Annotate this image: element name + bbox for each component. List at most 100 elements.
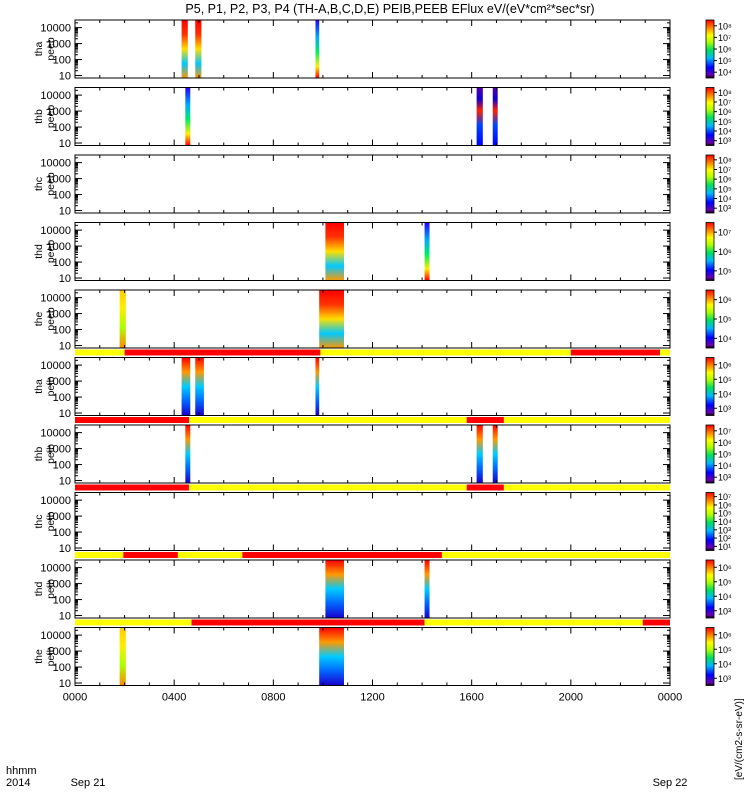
panel-frame bbox=[74, 19, 671, 79]
panel-the-peeb: 10 100 1000 10000 thepeeb 10⁴ 10⁵ 10⁶ bbox=[33, 289, 732, 353]
spectrogram-block bbox=[476, 425, 483, 483]
mode-bar-segment bbox=[191, 619, 425, 626]
spectrogram-block bbox=[492, 425, 498, 483]
colorbar bbox=[705, 154, 715, 214]
spectrogram-block bbox=[315, 357, 320, 416]
colorbar-tick-label: 10⁴ bbox=[718, 389, 732, 399]
mode-bar-segment bbox=[75, 349, 125, 356]
ylabel-line: peeb bbox=[45, 240, 57, 264]
panel-the-peib: 10 100 1000 10000 thepeib 10³ 10⁴ 10⁵ 10⁶ bbox=[33, 619, 732, 690]
spectrogram-block bbox=[319, 290, 344, 348]
colorbar-tick-label: 10⁶ bbox=[718, 45, 732, 55]
colorbar bbox=[705, 424, 715, 484]
ylabel-line: peeb bbox=[45, 37, 57, 61]
panel-frame bbox=[74, 289, 671, 349]
colorbar-tick-label: 10³ bbox=[718, 136, 731, 146]
ylabel-line: thb bbox=[33, 447, 45, 462]
panel-ylabel: thepeib bbox=[33, 646, 57, 666]
y-tick-label: 100 bbox=[53, 392, 71, 404]
mode-bar-segment bbox=[424, 619, 643, 626]
mode-bar-segment bbox=[503, 484, 670, 491]
y-tick-label: 10 bbox=[59, 138, 71, 150]
y-tick-label: 100 bbox=[53, 55, 71, 67]
y-tick-label: 10 bbox=[59, 273, 71, 285]
colorbar-tick-label: 10⁶ bbox=[718, 500, 732, 510]
mode-bar-segment bbox=[466, 417, 504, 423]
colorbar-tick-label: 10⁵ bbox=[718, 56, 732, 66]
colorbar-tick-label: 10⁶ bbox=[718, 295, 732, 305]
panel-ylabel: thdpeib bbox=[33, 579, 57, 599]
y-tick-label: 1000 bbox=[47, 106, 71, 118]
panel-frame bbox=[74, 424, 671, 484]
panel-frame bbox=[74, 492, 671, 551]
y-tick-label: 10 bbox=[59, 611, 71, 623]
mode-bar-segment bbox=[75, 619, 192, 626]
ylabel-line: peib bbox=[45, 444, 57, 464]
x-tick-label: 1600 bbox=[459, 692, 483, 704]
x-tick-label: 2000 bbox=[559, 692, 583, 704]
colorbar-tick-label: 10⁷ bbox=[718, 492, 731, 502]
y-tick-label: 10 bbox=[59, 71, 71, 83]
y-tick-label: 100 bbox=[53, 595, 71, 607]
colorbar-tick-label: 10⁵ bbox=[718, 450, 732, 460]
colorbar bbox=[705, 627, 715, 686]
colorbar-tick-label: 10⁴ bbox=[718, 659, 732, 669]
y-tick-label: 10 bbox=[59, 206, 71, 218]
colorbar-tick-label: 10⁴ bbox=[718, 461, 732, 471]
spectrogram-block bbox=[325, 222, 344, 281]
mode-bar-segment bbox=[75, 552, 124, 558]
y-tick-label: 1000 bbox=[47, 376, 71, 388]
ylabel-line: peib bbox=[45, 511, 57, 531]
panel-tha-peib: 10 100 1000 10000 thapeib 10³ 10⁴ 10⁵ 10⁶ bbox=[33, 349, 732, 420]
x-tick-label: 0000 bbox=[658, 692, 682, 704]
panel-frame bbox=[74, 222, 671, 281]
ylabel-line: peeb bbox=[45, 105, 57, 129]
colorbar-tick-label: 10⁵ bbox=[718, 266, 732, 276]
ylabel-line: thb bbox=[33, 109, 45, 124]
colorbar bbox=[705, 222, 715, 281]
colorbar-tick-label: 10³ bbox=[718, 204, 731, 214]
mode-bar-segment bbox=[189, 484, 467, 491]
colorbar-tick-label: 10⁷ bbox=[718, 165, 731, 175]
colorbar-tick-label: 10³ bbox=[718, 525, 731, 535]
panel-ylabel: thapeeb bbox=[33, 37, 57, 61]
colorbar-tick-label: 10⁵ bbox=[718, 509, 732, 519]
colorbar-tick-label: 10⁶ bbox=[718, 175, 732, 185]
mode-bar-segment bbox=[189, 417, 467, 423]
colorbar bbox=[705, 492, 715, 551]
y-tick-label: 10 bbox=[59, 408, 71, 420]
ylabel-line: peib bbox=[45, 376, 57, 396]
y-tick-label: 10 bbox=[59, 678, 71, 690]
panel-frame bbox=[74, 87, 671, 146]
spectrogram-block bbox=[185, 425, 191, 483]
colorbar-tick-label: 10⁶ bbox=[718, 107, 732, 117]
ylabel-line: peeb bbox=[45, 172, 57, 196]
spectrogram-block bbox=[119, 627, 126, 686]
y-tick-label: 10000 bbox=[40, 158, 71, 170]
y-tick-label: 10000 bbox=[40, 428, 71, 440]
mode-bar-segment bbox=[441, 552, 670, 558]
spectrogram-block bbox=[181, 20, 188, 78]
mode-bar-segment bbox=[123, 552, 178, 558]
y-tick-label: 1000 bbox=[47, 444, 71, 456]
colorbar-tick-label: 10⁷ bbox=[718, 228, 731, 238]
colorbar-tick-label: 10⁴ bbox=[718, 592, 732, 602]
time-axis: hhmm 2014 Sep 21 Sep 22 0000 0400 0800 1200… bbox=[6, 692, 687, 790]
colorbar bbox=[705, 357, 715, 416]
spectrogram-block bbox=[181, 357, 191, 416]
spectrogram-block bbox=[185, 87, 191, 146]
spectrogram-block bbox=[195, 357, 204, 416]
spectrogram-block bbox=[119, 290, 126, 348]
x-axis-date-end: Sep 22 bbox=[653, 777, 688, 789]
mode-bar-segment bbox=[660, 349, 670, 356]
spectrogram-block bbox=[492, 87, 498, 146]
x-tick-label: 0000 bbox=[63, 692, 87, 704]
spectrogram-block bbox=[476, 87, 483, 146]
spectrogram-block bbox=[319, 627, 344, 686]
colorbar-tick-label: 10⁸ bbox=[718, 155, 732, 165]
colorbar-tick-label: 10⁴ bbox=[718, 517, 732, 527]
colorbar-tick-label: 10⁴ bbox=[718, 194, 732, 204]
